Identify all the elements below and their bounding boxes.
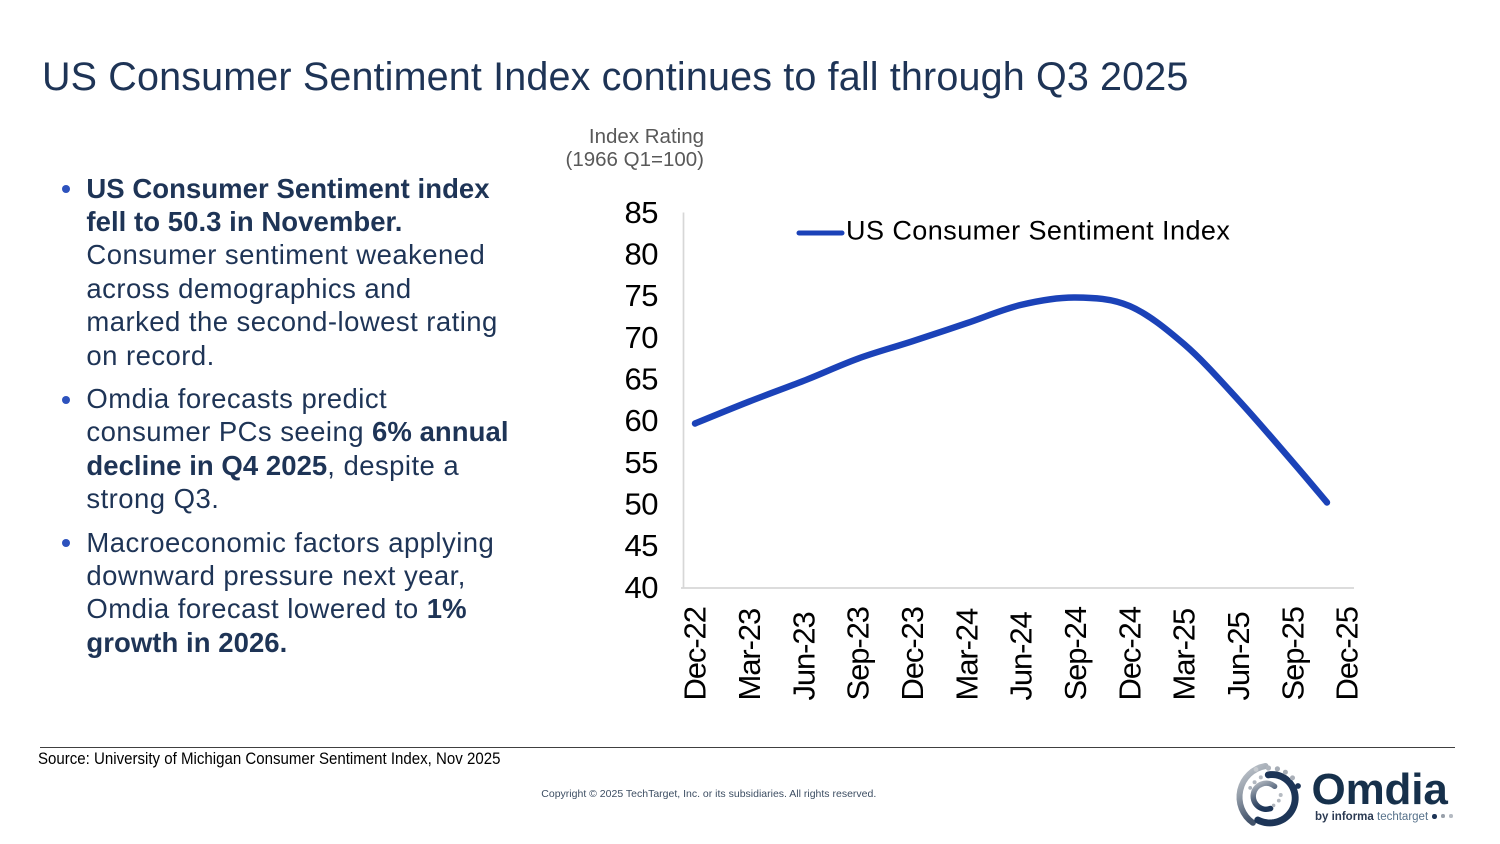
svg-text:Sep-25: Sep-25 (1275, 607, 1310, 700)
svg-text:Mar-24: Mar-24 (949, 608, 984, 700)
svg-text:65: 65 (625, 362, 658, 397)
svg-text:Jun-25: Jun-25 (1221, 612, 1256, 700)
svg-text:Dec-25: Dec-25 (1330, 607, 1365, 700)
svg-text:60: 60 (625, 403, 659, 438)
svg-text:US Consumer Sentiment Index: US Consumer Sentiment Index (846, 216, 1230, 246)
svg-text:Dec-23: Dec-23 (895, 607, 930, 700)
svg-text:Jun-23: Jun-23 (786, 612, 821, 700)
svg-text:55: 55 (625, 445, 658, 480)
svg-text:45: 45 (625, 528, 658, 563)
svg-text:Mar-23: Mar-23 (732, 609, 767, 701)
svg-text:40: 40 (625, 570, 659, 605)
svg-text:70: 70 (625, 320, 659, 355)
svg-text:Sep-23: Sep-23 (841, 607, 876, 700)
svg-text:Mar-25: Mar-25 (1167, 609, 1202, 701)
svg-text:Dec-24: Dec-24 (1112, 606, 1147, 700)
svg-text:85: 85 (625, 195, 658, 230)
svg-text:Sep-24: Sep-24 (1058, 606, 1093, 700)
svg-text:80: 80 (625, 237, 659, 272)
svg-text:75: 75 (625, 278, 658, 313)
svg-text:50: 50 (625, 487, 659, 522)
svg-text:Jun-24: Jun-24 (1004, 611, 1039, 700)
svg-text:Dec-22: Dec-22 (678, 607, 713, 700)
